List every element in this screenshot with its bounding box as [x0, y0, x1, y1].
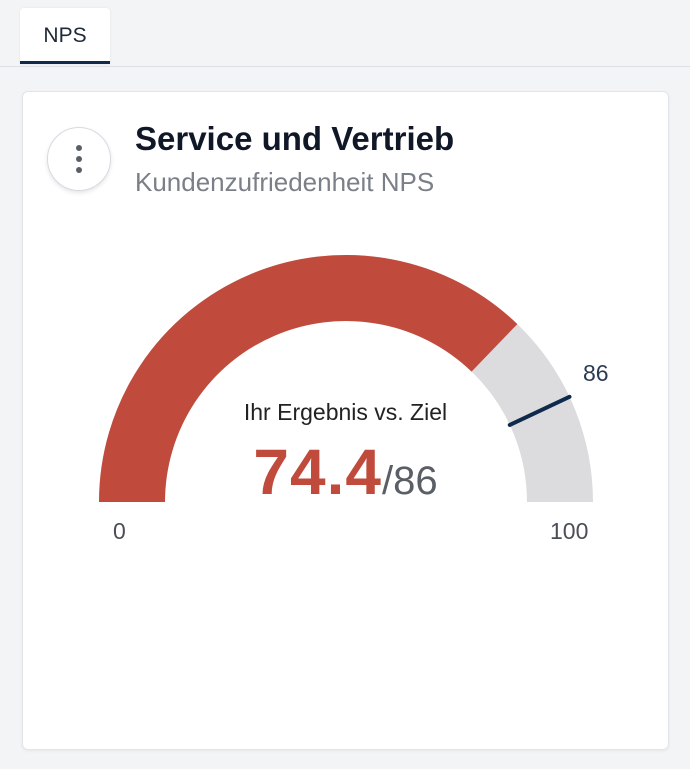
card-menu-button[interactable] [47, 127, 111, 191]
gauge-target-marker [507, 394, 572, 427]
tab-bar: NPS [0, 0, 690, 67]
nps-gauge [99, 255, 593, 503]
tab-nps[interactable]: NPS [20, 8, 110, 64]
card-subtitle: Kundenzufriedenheit NPS [135, 167, 435, 197]
gauge-center-value: 74.4/86 [23, 435, 668, 509]
gauge-target-text: /86 [381, 459, 438, 503]
more-vertical-icon [76, 145, 82, 173]
tab-nps-label: NPS [43, 24, 87, 47]
gauge-target-label: 86 [583, 360, 609, 386]
gauge-min-label: 0 [113, 518, 126, 544]
gauge-score: 74.4 [253, 436, 382, 508]
gauge-center-label: Ihr Ergebnis vs. Ziel [243, 399, 448, 425]
gauge-value-arc [99, 255, 518, 503]
nps-card: Service und Vertrieb Kundenzufriedenheit… [22, 91, 669, 750]
card-title: Service und Vertrieb [135, 120, 455, 157]
active-tab-indicator [20, 61, 110, 64]
gauge-max-label: 100 [550, 518, 589, 544]
